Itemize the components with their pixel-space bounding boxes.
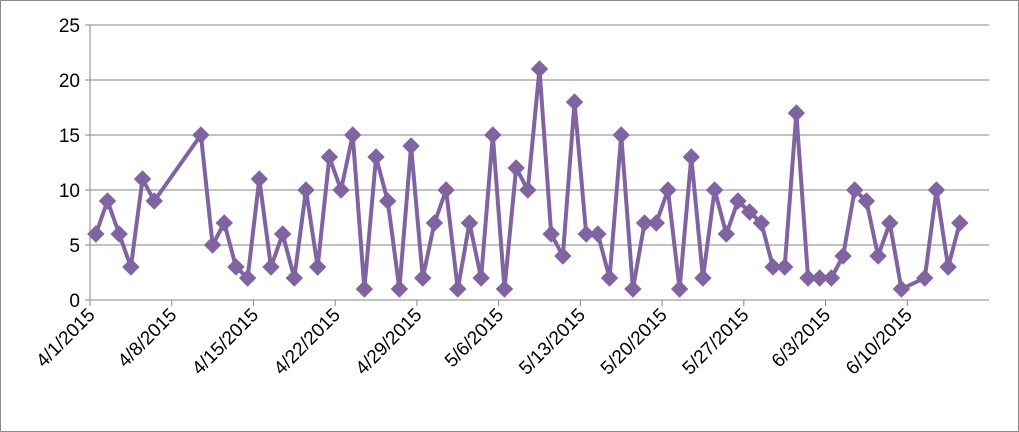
- x-tick-label: 6/3/2015: [768, 305, 835, 372]
- data-point-marker: [355, 280, 374, 298]
- data-point-marker: [425, 214, 444, 232]
- data-point-marker: [554, 247, 572, 265]
- data-point-marker: [530, 60, 549, 78]
- data-point-marker: [787, 104, 806, 122]
- data-point-marker: [273, 225, 292, 243]
- data-point-marker: [320, 148, 339, 166]
- data-point-marker: [705, 181, 724, 199]
- data-point-marker: [542, 225, 560, 243]
- data-point-marker: [694, 269, 712, 287]
- data-point-marker: [203, 236, 222, 254]
- data-point-marker: [122, 258, 140, 276]
- y-tick-label: 0: [69, 291, 80, 312]
- y-tick-label: 5: [69, 236, 80, 257]
- data-point-marker: [495, 280, 514, 298]
- tick-labels: 0 5 10 15 20 25 4/1/2015 4/8/2015 4/15/2015 4/22/…: [32, 16, 916, 379]
- data-point-marker: [414, 269, 432, 287]
- data-point-marker: [822, 269, 841, 287]
- data-point-marker: [308, 258, 327, 276]
- data-point-marker: [507, 159, 525, 177]
- data-point-marker: [775, 258, 794, 276]
- x-tick-label: 4/8/2015: [114, 305, 181, 372]
- data-point-marker: [577, 225, 595, 243]
- data-point-marker: [437, 181, 455, 199]
- gridlines: [90, 24, 989, 246]
- data-point-marker: [927, 181, 946, 199]
- x-tick-label: 5/20/2015: [597, 305, 672, 380]
- data-point-marker: [939, 258, 957, 276]
- series-line-0: [93, 67, 962, 291]
- data-point-marker: [916, 269, 934, 287]
- data-point-marker: [834, 247, 852, 265]
- x-tick-label: 5/13/2015: [515, 305, 590, 380]
- data-point-marker: [635, 214, 654, 232]
- data-point-marker: [869, 247, 887, 265]
- data-point-marker: [659, 181, 677, 199]
- data-point-marker: [740, 203, 759, 221]
- data-point-marker: [682, 148, 700, 166]
- data-point-marker: [262, 258, 280, 276]
- data-point-marker: [227, 258, 245, 276]
- data-point-marker: [110, 225, 128, 243]
- data-point-marker: [402, 137, 420, 155]
- y-tick-label: 10: [59, 181, 80, 202]
- data-point-marker: [624, 280, 642, 298]
- data-point-marker: [881, 214, 899, 232]
- data-point-marker: [215, 214, 233, 232]
- x-tick-label: 4/22/2015: [270, 305, 345, 380]
- series-layer: [87, 60, 969, 298]
- data-point-marker: [846, 181, 864, 199]
- data-point-marker: [98, 192, 117, 210]
- data-point-marker: [612, 126, 630, 144]
- data-point-marker: [951, 214, 969, 232]
- data-point-marker: [670, 280, 689, 298]
- y-tick-label: 20: [59, 71, 80, 92]
- data-point-marker: [764, 258, 782, 276]
- data-point-marker: [87, 225, 105, 243]
- y-tick-label: 15: [59, 126, 80, 147]
- y-tick-label: 25: [59, 16, 80, 37]
- data-point-marker: [472, 269, 490, 287]
- data-point-marker: [752, 214, 771, 232]
- data-point-marker: [343, 126, 362, 144]
- data-point-marker: [145, 192, 163, 210]
- x-tick-label: 4/29/2015: [352, 305, 427, 380]
- data-point-marker: [565, 93, 584, 111]
- data-point-marker: [892, 280, 911, 298]
- data-point-marker: [379, 192, 397, 210]
- data-point-marker: [192, 126, 210, 144]
- data-point-marker: [857, 192, 876, 210]
- axes: [85, 24, 989, 306]
- data-point-marker: [285, 269, 304, 287]
- data-point-marker: [484, 126, 502, 144]
- data-point-marker: [390, 280, 409, 298]
- data-point-marker: [717, 225, 736, 243]
- x-tick-label: 5/27/2015: [679, 305, 754, 380]
- data-point-marker: [811, 269, 829, 287]
- data-point-marker: [729, 192, 747, 210]
- data-point-marker: [297, 181, 315, 199]
- x-tick-label: 4/1/2015: [32, 305, 99, 372]
- x-tick-label: 6/10/2015: [842, 305, 917, 380]
- data-point-marker: [332, 181, 350, 199]
- data-point-marker: [250, 170, 268, 188]
- data-point-marker: [647, 214, 665, 232]
- x-tick-label: 5/6/2015: [441, 305, 508, 372]
- data-point-marker: [238, 269, 257, 287]
- data-point-marker: [460, 214, 479, 232]
- data-point-marker: [589, 225, 607, 243]
- data-point-marker: [133, 170, 152, 188]
- data-point-marker: [600, 269, 619, 287]
- data-point-marker: [449, 280, 467, 298]
- x-tick-label: 4/15/2015: [188, 305, 263, 380]
- data-point-marker: [799, 269, 817, 287]
- data-point-marker: [367, 148, 385, 166]
- data-point-marker: [519, 181, 537, 199]
